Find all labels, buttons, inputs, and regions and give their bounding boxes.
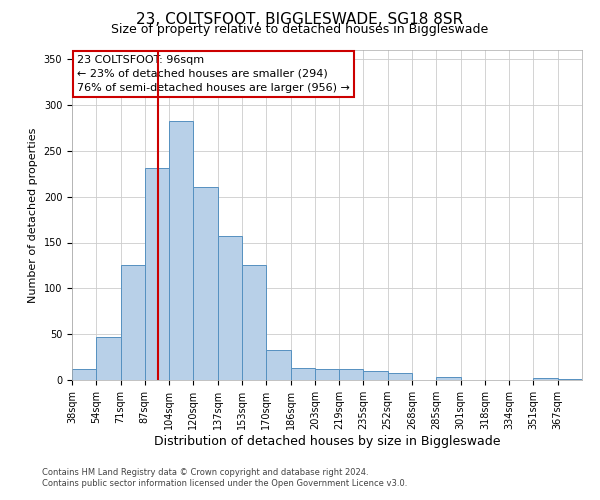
Bar (533, 378, 558, 380)
Bar (242, 266, 266, 380)
Bar (436, 377, 461, 380)
Bar (266, 350, 290, 380)
Bar (218, 236, 242, 380)
Text: 23, COLTSFOOT, BIGGLESWADE, SG18 8SR: 23, COLTSFOOT, BIGGLESWADE, SG18 8SR (136, 12, 464, 28)
Bar (96, 337, 121, 380)
Bar (339, 369, 364, 380)
Text: 23 COLTSFOOT: 96sqm
← 23% of detached houses are smaller (294)
76% of semi-detac: 23 COLTSFOOT: 96sqm ← 23% of detached ho… (77, 55, 350, 93)
Bar (72, 369, 96, 380)
Bar (558, 379, 582, 380)
Bar (169, 120, 193, 380)
X-axis label: Distribution of detached houses by size in Biggleswade: Distribution of detached houses by size … (154, 435, 500, 448)
Y-axis label: Number of detached properties: Number of detached properties (28, 128, 38, 302)
Bar (388, 372, 412, 380)
Bar (145, 168, 169, 380)
Bar (364, 371, 388, 380)
Bar (290, 368, 315, 380)
Bar (121, 264, 145, 380)
Text: Contains HM Land Registry data © Crown copyright and database right 2024.
Contai: Contains HM Land Registry data © Crown c… (42, 468, 407, 487)
Bar (193, 188, 218, 380)
Text: Size of property relative to detached houses in Biggleswade: Size of property relative to detached ho… (112, 22, 488, 36)
Bar (315, 369, 339, 380)
